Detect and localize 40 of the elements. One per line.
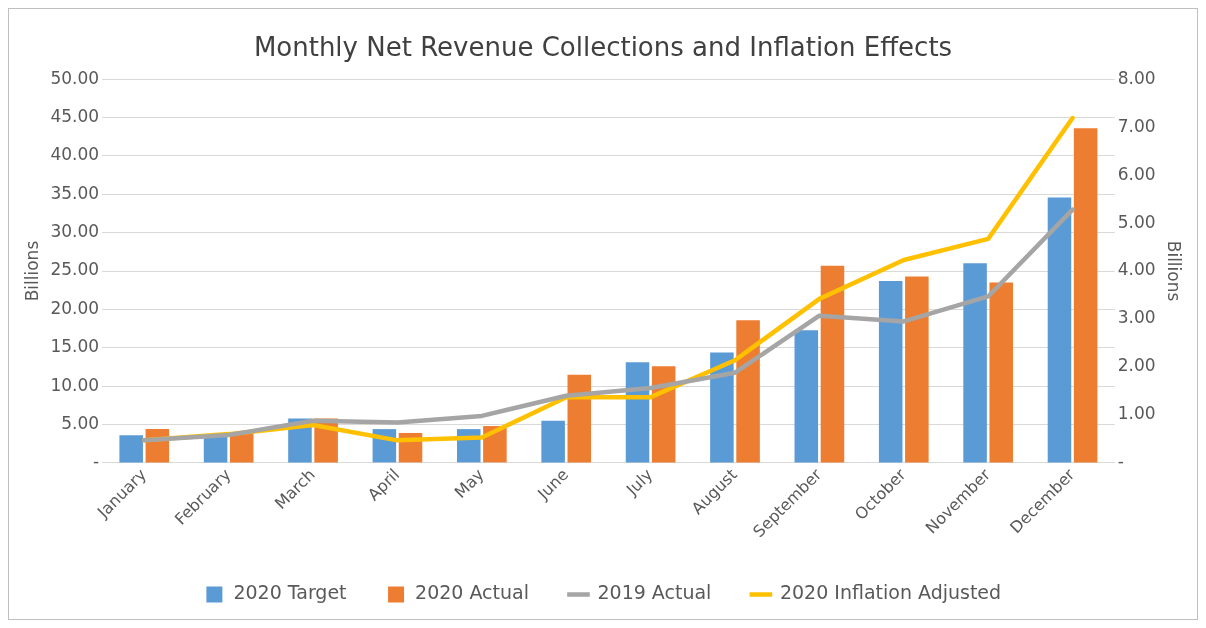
bar (963, 263, 987, 463)
y-tick-label: - (92, 451, 100, 472)
bar (229, 432, 254, 463)
legend-label: 2020 Inflation Adjusted (779, 581, 1002, 604)
bar (878, 281, 903, 463)
chart-title: Monthly Net Revenue Collections and Inflation Effects (253, 32, 953, 63)
y-tick-label: 30.00 (50, 221, 100, 242)
y-tick-label: 50.00 (50, 67, 100, 88)
bar (119, 435, 143, 463)
y-axis-title: Billions (21, 240, 42, 302)
y2-tick-label: 6.00 (1117, 163, 1156, 184)
y-tick-label: 45.00 (50, 105, 100, 126)
y2-tick-label: 8.00 (1117, 67, 1156, 88)
y-tick-label: 40.00 (50, 144, 100, 165)
y-tick-label: 10.00 (50, 374, 100, 395)
y2-tick-label: 7.00 (1117, 115, 1156, 136)
y2-tick-label: 3.00 (1117, 307, 1156, 328)
y2-tick-label: 4.00 (1117, 259, 1156, 280)
bar (1073, 128, 1098, 463)
y-tick-label: 5.00 (61, 412, 100, 433)
bar (989, 282, 1014, 463)
legend-label: 2020 Actual (415, 581, 529, 604)
legend-label: 2020 Target (233, 581, 347, 604)
bar (794, 330, 819, 463)
bar (710, 352, 734, 463)
bar (905, 276, 929, 463)
y2-tick-label: 1.00 (1117, 403, 1156, 424)
bar (1047, 197, 1072, 463)
y-tick-label: 15.00 (50, 336, 100, 357)
bar (820, 265, 845, 463)
y-tick-label: 35.00 (50, 182, 100, 203)
legend-label: 2019 Actual (597, 581, 712, 604)
y-tick-label: 25.00 (50, 259, 100, 280)
bar (541, 420, 565, 463)
bar (736, 320, 760, 463)
y2-axis-title: Billions (1164, 240, 1185, 302)
y2-tick-label: - (1117, 451, 1124, 472)
y-tick-label: 20.00 (50, 297, 100, 318)
y2-tick-label: 2.00 (1117, 355, 1156, 376)
y2-tick-label: 5.00 (1117, 211, 1156, 232)
